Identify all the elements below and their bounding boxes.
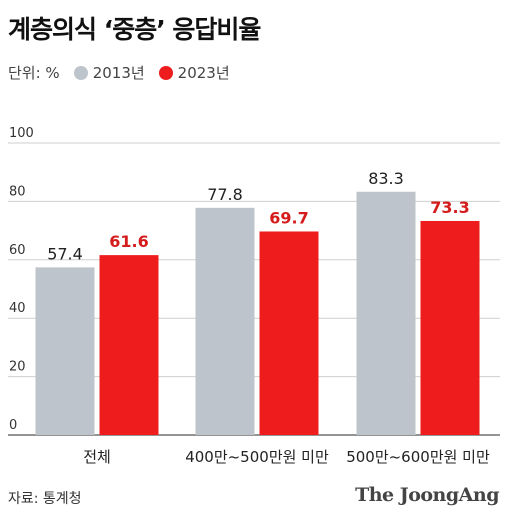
category-label: 500만~600만원 미만 xyxy=(346,448,490,466)
category-label: 전체 xyxy=(83,448,111,466)
y-tick-label: 20 xyxy=(9,360,26,375)
y-tick-label: 60 xyxy=(9,243,26,258)
y-tick-label: 80 xyxy=(9,184,26,199)
data-label: 77.8 xyxy=(207,185,243,204)
y-tick-label: 0 xyxy=(9,418,17,433)
unit-label: 단위: % xyxy=(8,64,60,82)
data-label: 61.6 xyxy=(109,232,148,251)
legend-item-2013: 2013년 xyxy=(73,62,145,83)
legend-swatch-2023 xyxy=(158,65,173,80)
legend-label-2023: 2023년 xyxy=(177,64,230,82)
publisher-logo: The JoongAng xyxy=(355,484,499,506)
y-tick-label: 100 xyxy=(9,126,34,141)
data-label: 83.3 xyxy=(368,169,404,188)
legend-item-2023: 2023년 xyxy=(158,62,230,83)
legend-swatch-2013 xyxy=(73,65,88,80)
data-label: 57.4 xyxy=(47,244,83,263)
bar-2023 xyxy=(259,231,319,435)
legend-label-2013: 2013년 xyxy=(92,64,145,82)
bar-2023 xyxy=(99,255,159,435)
bar-2013 xyxy=(195,207,255,435)
chart-title: 계층의식 ‘중층’ 응답비율 xyxy=(8,15,261,44)
source-note: 자료: 통계청 xyxy=(8,491,82,507)
category-label: 400만~500만원 미만 xyxy=(185,448,329,466)
data-label: 69.7 xyxy=(269,208,308,227)
legend: 단위: % 2013년 2023년 xyxy=(8,62,244,83)
bar-2013 xyxy=(35,267,95,435)
bar-2013 xyxy=(356,191,416,435)
y-tick-label: 40 xyxy=(9,301,26,316)
data-label: 73.3 xyxy=(430,198,469,217)
bar-2023 xyxy=(420,220,480,435)
